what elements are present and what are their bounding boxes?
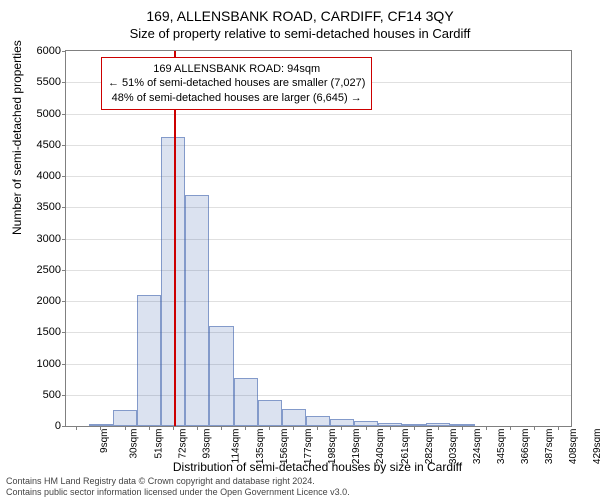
x-tick-mark (341, 426, 342, 430)
x-tick-label: 324sqm (472, 429, 483, 465)
footer-line: Contains HM Land Registry data © Crown c… (6, 476, 350, 487)
y-tick-label: 3000 (21, 233, 61, 245)
x-tick-mark (173, 426, 174, 430)
annotation-line: 169 ALLENSBANK ROAD: 94sqm (108, 62, 365, 76)
histogram-bar (234, 378, 258, 426)
histogram-chart: 0500100015002000250030003500400045005000… (65, 50, 570, 425)
y-tick-mark (62, 51, 66, 52)
y-tick-mark (62, 364, 66, 365)
gridline (66, 176, 571, 177)
x-tick-label: 156sqm (279, 429, 290, 465)
y-tick-mark (62, 176, 66, 177)
x-tick-mark (438, 426, 439, 430)
histogram-bar (113, 410, 137, 426)
annotation-line: ← 51% of semi-detached houses are smalle… (108, 76, 365, 90)
histogram-bar (330, 419, 354, 426)
y-tick-label: 4000 (21, 170, 61, 182)
x-tick-mark (510, 426, 511, 430)
y-tick-mark (62, 82, 66, 83)
y-tick-label: 4500 (21, 139, 61, 151)
y-tick-mark (62, 145, 66, 146)
x-tick-label: 408sqm (568, 429, 579, 465)
x-tick-mark (100, 426, 101, 430)
x-tick-label: 198sqm (327, 429, 338, 465)
y-tick-mark (62, 239, 66, 240)
page-subtitle: Size of property relative to semi-detach… (0, 26, 600, 41)
y-tick-mark (62, 395, 66, 396)
y-tick-label: 0 (21, 420, 61, 432)
x-tick-mark (366, 426, 367, 430)
histogram-bar (258, 400, 282, 426)
x-tick-label: 177sqm (303, 429, 314, 465)
y-tick-mark (62, 332, 66, 333)
x-tick-mark (462, 426, 463, 430)
y-tick-label: 1000 (21, 358, 61, 370)
y-tick-label: 2500 (21, 264, 61, 276)
footer-line: Contains public sector information licen… (6, 487, 350, 498)
x-tick-mark (197, 426, 198, 430)
x-tick-label: 114sqm (230, 429, 241, 464)
x-tick-label: 387sqm (544, 429, 555, 465)
y-tick-label: 2000 (21, 295, 61, 307)
plot-area: 0500100015002000250030003500400045005000… (65, 50, 572, 427)
x-tick-mark (534, 426, 535, 430)
y-tick-mark (62, 301, 66, 302)
x-tick-label: 135sqm (255, 429, 266, 465)
x-tick-mark (317, 426, 318, 430)
x-tick-label: 240sqm (376, 429, 387, 465)
x-tick-label: 51sqm (153, 429, 164, 459)
x-tick-mark (221, 426, 222, 430)
x-tick-label: 30sqm (129, 429, 140, 459)
histogram-bar (209, 326, 233, 426)
x-tick-mark (486, 426, 487, 430)
x-axis-label: Distribution of semi-detached houses by … (65, 460, 570, 474)
y-tick-mark (62, 207, 66, 208)
y-tick-label: 1500 (21, 326, 61, 338)
x-tick-mark (390, 426, 391, 430)
gridline (66, 145, 571, 146)
x-tick-label: 219sqm (351, 429, 362, 465)
x-tick-label: 303sqm (448, 429, 459, 465)
x-tick-label: 282sqm (424, 429, 435, 465)
y-tick-label: 6000 (21, 45, 61, 57)
y-tick-mark (62, 270, 66, 271)
histogram-bar (185, 195, 209, 426)
gridline (66, 239, 571, 240)
x-tick-label: 366sqm (520, 429, 531, 465)
page-title: 169, ALLENSBANK ROAD, CARDIFF, CF14 3QY (0, 0, 600, 24)
y-tick-label: 3500 (21, 201, 61, 213)
y-tick-label: 500 (21, 389, 61, 401)
x-tick-label: 93sqm (201, 429, 212, 459)
x-tick-mark (245, 426, 246, 430)
x-tick-mark (125, 426, 126, 430)
annotation-box: 169 ALLENSBANK ROAD: 94sqm ← 51% of semi… (101, 57, 372, 110)
x-tick-mark (149, 426, 150, 430)
footer-attribution: Contains HM Land Registry data © Crown c… (6, 476, 350, 498)
y-tick-mark (62, 426, 66, 427)
y-tick-label: 5000 (21, 108, 61, 120)
y-tick-mark (62, 114, 66, 115)
x-tick-mark (558, 426, 559, 430)
histogram-bar (306, 416, 330, 426)
x-tick-label: 9sqm (99, 429, 110, 453)
histogram-bar (137, 295, 161, 426)
x-tick-mark (76, 426, 77, 430)
histogram-bar (282, 409, 306, 427)
annotation-line: 48% of semi-detached houses are larger (… (108, 91, 365, 105)
x-tick-mark (414, 426, 415, 430)
gridline (66, 270, 571, 271)
x-tick-label: 429sqm (592, 429, 600, 465)
x-tick-label: 261sqm (400, 429, 411, 465)
gridline (66, 114, 571, 115)
x-tick-label: 72sqm (177, 429, 188, 459)
y-tick-label: 5500 (21, 76, 61, 88)
gridline (66, 207, 571, 208)
x-tick-mark (269, 426, 270, 430)
x-tick-mark (293, 426, 294, 430)
x-tick-label: 345sqm (496, 429, 507, 465)
